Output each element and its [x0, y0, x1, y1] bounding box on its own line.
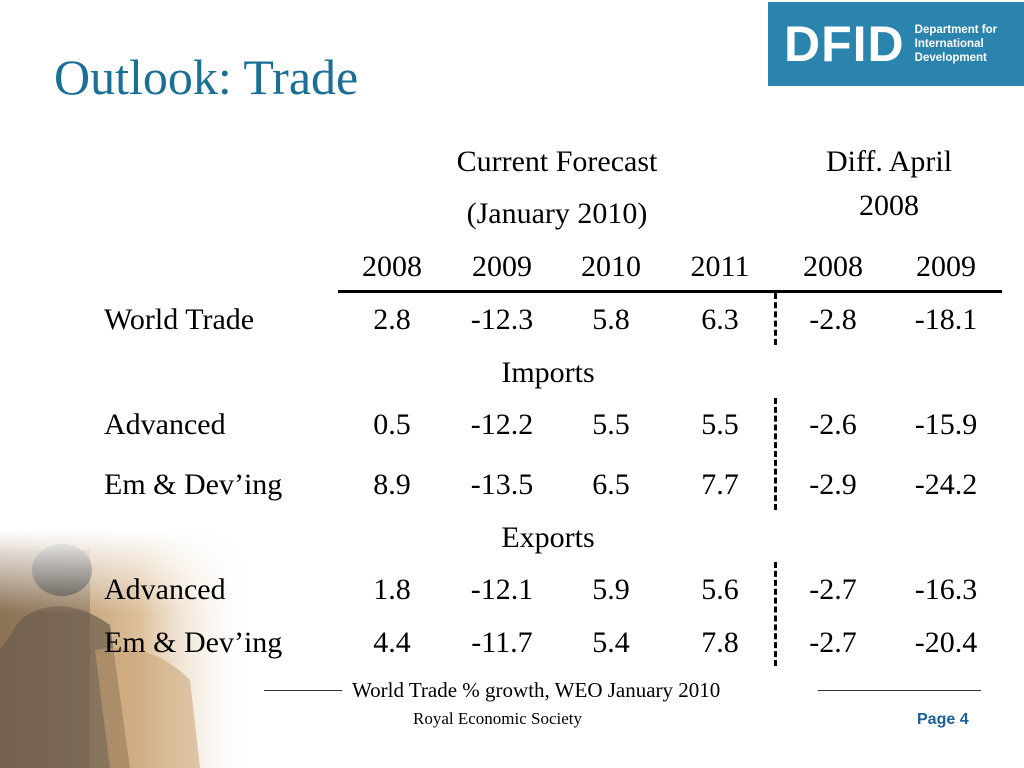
table-cell: 5.5	[592, 408, 630, 441]
year-header: 2011	[690, 250, 750, 283]
footer-caption: World Trade % growth, WEO January 2010	[352, 678, 721, 702]
year-header: 2009	[472, 250, 532, 283]
row-label: Em & Dev’ing	[104, 468, 283, 501]
footer-rule-right	[818, 690, 981, 691]
table-cell: 7.8	[701, 626, 739, 659]
section-exports: Exports	[501, 521, 595, 554]
table-cell: -12.1	[470, 573, 534, 606]
table-cell: 5.4	[592, 626, 630, 659]
logo-line-1: Department for	[914, 24, 998, 36]
table-cell: 1.8	[373, 573, 411, 606]
dfid-logo: DFID Department for International Develo…	[768, 2, 1024, 86]
table-cell: 5.5	[701, 408, 739, 441]
logo-mark: DFID	[784, 16, 905, 72]
table-cell: -13.5	[470, 468, 534, 501]
logo-text: Department for International Development	[915, 23, 997, 65]
header-current-forecast-date: (January 2010)	[466, 197, 648, 230]
row-label: World Trade	[104, 303, 255, 336]
table-cell: -12.3	[470, 303, 534, 336]
table-cell: 5.6	[701, 573, 739, 606]
year-header: 2010	[581, 250, 641, 283]
column-separator	[774, 562, 777, 666]
photo-illustration	[0, 530, 255, 768]
slide-title: Outlook: Trade	[54, 49, 359, 105]
table-cell: -24.2	[914, 468, 978, 501]
row-label: Em & Dev’ing	[104, 626, 283, 659]
header-diff: Diff. April	[825, 145, 953, 178]
footer-rule-left	[264, 690, 342, 691]
year-header: 2008	[803, 250, 863, 283]
logo-line-3: Development	[914, 52, 987, 64]
table-cell: -11.7	[471, 626, 533, 659]
page-number: Page 4	[917, 711, 969, 728]
year-header: 2008	[362, 250, 422, 283]
table-cell: 5.8	[592, 303, 630, 336]
society-name: Royal Economic Society	[413, 709, 583, 728]
table-cell: -16.3	[914, 573, 978, 606]
column-separator	[774, 398, 777, 510]
column-separator	[774, 293, 777, 345]
section-imports: Imports	[501, 356, 595, 389]
table-cell: 4.4	[373, 626, 411, 659]
table-cell: -15.9	[914, 408, 978, 441]
table-cell: -2.9	[809, 468, 857, 501]
table-cell: -20.4	[914, 626, 978, 659]
table-cell: 6.5	[592, 468, 630, 501]
table-cell: 0.5	[373, 408, 411, 441]
table-cell: -18.1	[914, 303, 978, 336]
table-cell: 2.8	[373, 303, 411, 336]
table-cell: -2.7	[809, 573, 857, 606]
row-label: Advanced	[104, 408, 226, 441]
table-cell: -2.8	[809, 303, 857, 336]
table-cell: 6.3	[701, 303, 739, 336]
header-rule	[338, 290, 1002, 293]
table-cell: -12.2	[470, 408, 534, 441]
table-cell: 5.9	[592, 573, 630, 606]
table-cell: 7.7	[701, 468, 739, 501]
logo-line-2: International	[914, 38, 984, 50]
table-cell: -2.7	[809, 626, 857, 659]
year-header: 2009	[916, 250, 976, 283]
header-current-forecast: Current Forecast	[456, 145, 658, 178]
table-cell: -2.6	[809, 408, 857, 441]
decorative-photo	[0, 530, 255, 768]
header-diff-year: 2008	[859, 189, 919, 222]
table-cell: 8.9	[373, 468, 411, 501]
row-label: Advanced	[104, 573, 226, 606]
